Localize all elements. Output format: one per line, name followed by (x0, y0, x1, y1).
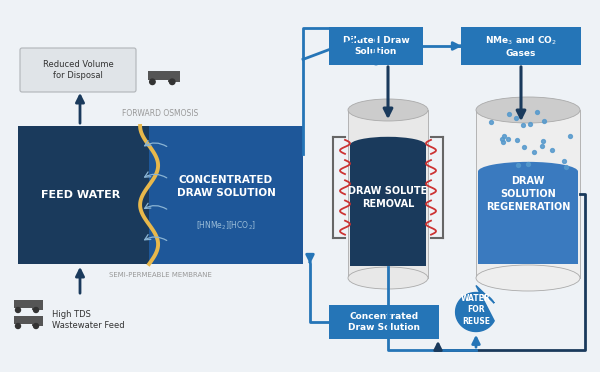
Text: WATER
FOR
REUSE: WATER FOR REUSE (461, 294, 491, 326)
Text: DRAW SOLUTE
REMOVAL: DRAW SOLUTE REMOVAL (349, 186, 428, 209)
Text: Diluted Draw
Solution: Diluted Draw Solution (343, 36, 409, 56)
Bar (14, 316, 34, 324)
Bar (149, 126, 303, 264)
Bar (476, 110, 580, 278)
Text: FEED WATER: FEED WATER (41, 190, 121, 200)
FancyBboxPatch shape (461, 27, 581, 65)
Text: DRAW
SOLUTION
REGENERATION: DRAW SOLUTION REGENERATION (486, 176, 570, 212)
Bar (168, 71, 180, 82)
Circle shape (34, 308, 38, 312)
Ellipse shape (476, 97, 580, 123)
Ellipse shape (350, 137, 426, 153)
Circle shape (16, 308, 20, 312)
Text: FORWARD OSMOSIS: FORWARD OSMOSIS (122, 109, 199, 118)
Circle shape (16, 324, 20, 328)
Text: Concentrated
Draw Solution: Concentrated Draw Solution (348, 312, 420, 332)
Bar (348, 110, 428, 278)
Bar (478, 171, 578, 264)
Bar (32, 300, 43, 310)
Text: NMe$_3$ and CO$_2$
Gases: NMe$_3$ and CO$_2$ Gases (485, 34, 557, 58)
Ellipse shape (348, 99, 428, 121)
Text: Reduced Volume
for Disposal: Reduced Volume for Disposal (43, 60, 113, 80)
Bar (32, 316, 43, 326)
Circle shape (169, 79, 175, 84)
Bar (350, 145, 426, 266)
Text: CONCENTRATED
DRAW SOLUTION: CONCENTRATED DRAW SOLUTION (176, 175, 275, 198)
FancyBboxPatch shape (20, 48, 136, 92)
FancyBboxPatch shape (329, 27, 423, 65)
Ellipse shape (348, 267, 428, 289)
Ellipse shape (478, 162, 578, 182)
Ellipse shape (476, 265, 580, 291)
Circle shape (149, 79, 155, 84)
Bar (18, 126, 149, 264)
FancyBboxPatch shape (329, 305, 439, 339)
Bar (148, 71, 170, 80)
Polygon shape (455, 285, 494, 331)
Text: [HNMe$_2$][HCO$_2$]: [HNMe$_2$][HCO$_2$] (196, 219, 256, 232)
Text: SEMI-PERMEABLE MEMBRANE: SEMI-PERMEABLE MEMBRANE (109, 272, 212, 278)
Bar (14, 300, 34, 308)
Circle shape (34, 324, 38, 328)
Text: High TDS
Wastewater Feed: High TDS Wastewater Feed (52, 310, 125, 330)
